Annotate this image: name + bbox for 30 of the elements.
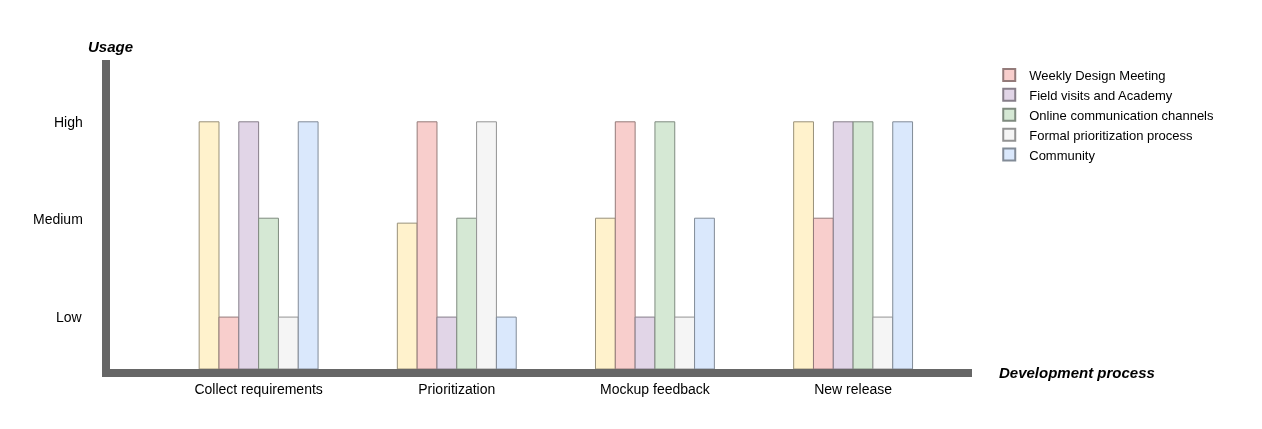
x-tick-label: Mockup feedback — [600, 380, 711, 397]
text: Low — [56, 309, 83, 325]
bar — [476, 121, 497, 369]
x-tick-label: Prioritization — [418, 380, 496, 397]
bar — [812, 217, 834, 369]
bar — [416, 121, 438, 369]
x-tick-label: Collect requirements — [194, 380, 323, 397]
legend-label: Weekly Design Meeting — [1029, 68, 1166, 84]
x-tick-label: New release — [814, 380, 893, 397]
legend-label: Field visits and Academy — [1029, 87, 1173, 103]
bar — [495, 316, 517, 369]
bar — [872, 316, 894, 369]
bar — [277, 316, 299, 369]
bar — [594, 217, 616, 369]
legend-label: Online communication channels — [1029, 107, 1215, 123]
bar — [793, 121, 814, 369]
text: Medium — [33, 211, 83, 227]
y-axis-title: Usage — [88, 38, 134, 55]
bar — [198, 121, 220, 369]
bar — [396, 222, 418, 369]
x-axis-title: Development process — [999, 364, 1155, 381]
text: High — [54, 114, 83, 130]
bar — [892, 121, 914, 369]
bar — [694, 217, 715, 369]
bar — [614, 121, 636, 369]
bar — [674, 316, 696, 369]
bar — [218, 316, 240, 369]
legend-label: Community — [1029, 147, 1096, 163]
bar — [297, 121, 319, 369]
legend-label: Formal prioritization process — [1029, 127, 1194, 143]
